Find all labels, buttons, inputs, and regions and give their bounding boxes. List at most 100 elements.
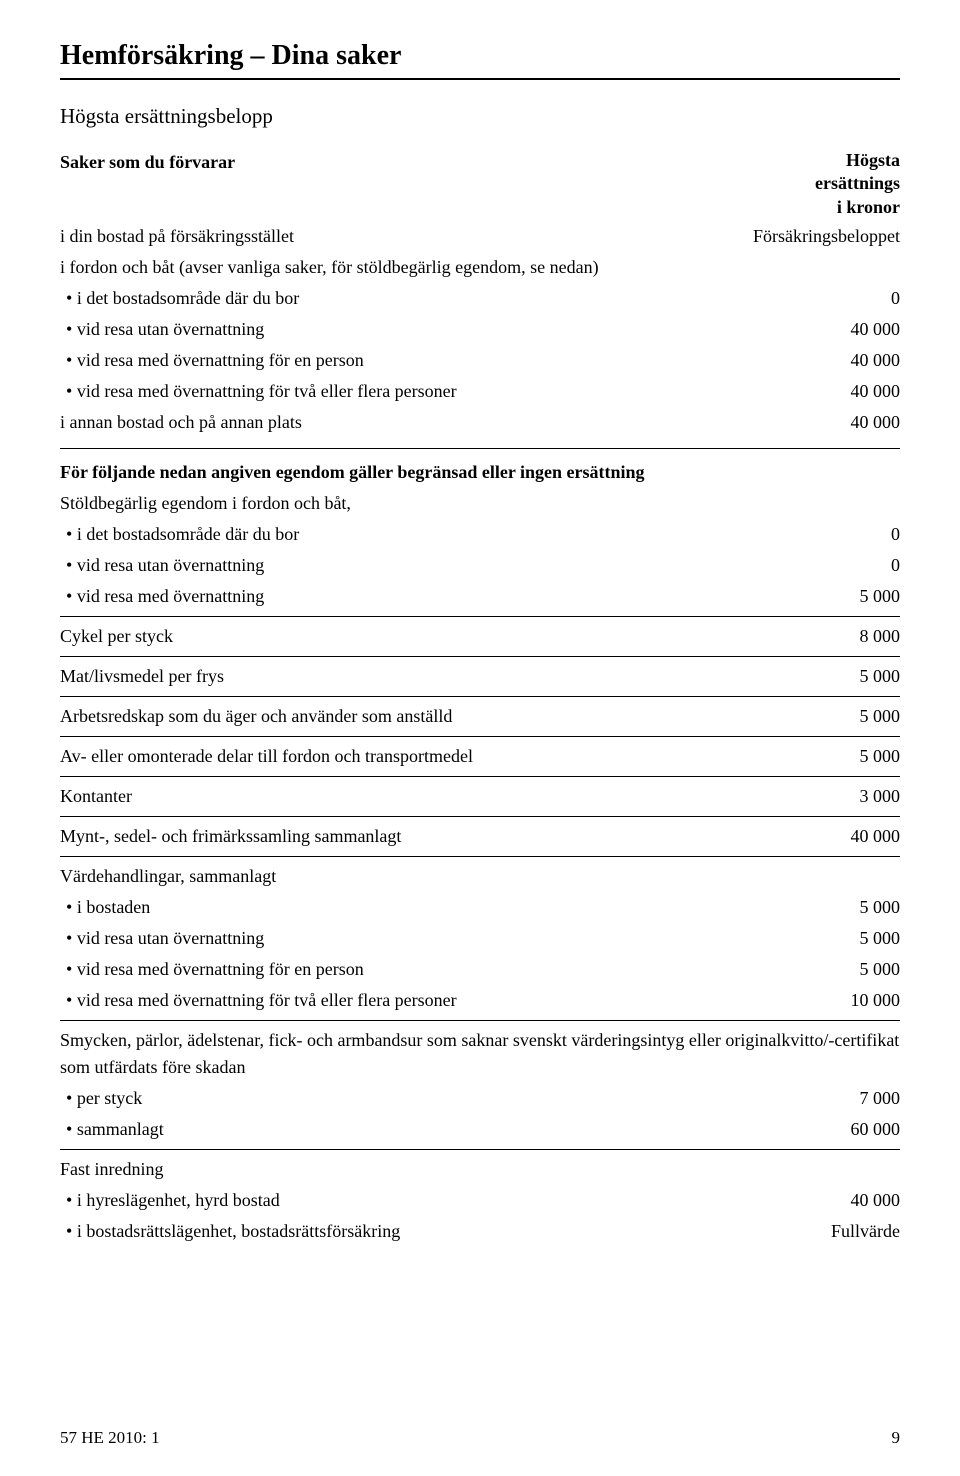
table-row: i det bostadsområde där du bor 0 (60, 283, 900, 314)
table-row: sammanlagt 60 000 (60, 1114, 900, 1145)
table-row: Stöldbegärlig egendom i fordon och båt, (60, 488, 900, 519)
row-value: 0 (871, 552, 900, 579)
table-row: Cykel per styck 8 000 (60, 621, 900, 652)
row-value: 0 (871, 285, 900, 312)
row-label: Arbetsredskap som du äger och använder s… (60, 703, 840, 730)
table-row: vid resa med övernattning för en person … (60, 345, 900, 376)
table-row: i din bostad på försäkringsstället Försä… (60, 221, 900, 252)
table-row: i hyreslägenhet, hyrd bostad 40 000 (60, 1185, 900, 1216)
row-value: 40 000 (831, 347, 901, 374)
row-value: 10 000 (831, 987, 901, 1014)
row-label: i hyreslägenhet, hyrd bostad (60, 1187, 831, 1214)
table-row: vid resa utan övernattning 40 000 (60, 314, 900, 345)
divider (60, 696, 900, 697)
row-value: 7 000 (840, 1085, 901, 1112)
col-header-left: Saker som du förvarar (60, 149, 815, 176)
row-value: 5 000 (840, 743, 901, 770)
row-value: 40 000 (831, 1187, 901, 1214)
row-label: Av- eller omonterade delar till fordon o… (60, 743, 840, 770)
table-row: vid resa utan övernattning 5 000 (60, 923, 900, 954)
row-value: 3 000 (840, 783, 901, 810)
divider (60, 776, 900, 777)
row-label: Fast inredning (60, 1156, 900, 1183)
col-header-right-3: i kronor (815, 196, 900, 219)
col-header-right-1: Högsta (815, 149, 900, 172)
table-row: i det bostadsområde där du bor 0 (60, 519, 900, 550)
divider (60, 856, 900, 857)
row-label: vid resa utan övernattning (60, 925, 840, 952)
row-value: 8 000 (840, 623, 901, 650)
table-row: i fordon och båt (avser vanliga saker, f… (60, 252, 900, 283)
page-footer: 57 HE 2010: 1 9 (60, 1428, 900, 1448)
row-label: Mynt-, sedel- och frimärkssamling samman… (60, 823, 831, 850)
row-label: vid resa med övernattning för två eller … (60, 987, 831, 1014)
row-label: sammanlagt (60, 1116, 831, 1143)
table-row: vid resa med övernattning för en person … (60, 954, 900, 985)
divider (60, 656, 900, 657)
column-header-row: Saker som du förvarar Högsta ersättnings… (60, 147, 900, 221)
table-row: Mynt-, sedel- och frimärkssamling samman… (60, 821, 900, 852)
page-subtitle: Högsta ersättningsbelopp (60, 104, 900, 129)
row-label: i bostadsrättslägenhet, bostadsrättsförs… (60, 1218, 811, 1245)
col-header-right: Högsta ersättnings i kronor (815, 149, 900, 219)
table-row: Mat/livsmedel per frys 5 000 (60, 661, 900, 692)
row-value: 5 000 (840, 925, 901, 952)
row-label: Smycken, pärlor, ädelstenar, fick- och a… (60, 1027, 900, 1081)
row-value: 5 000 (840, 703, 901, 730)
section-heading-row: För följande nedan angiven egendom gälle… (60, 457, 900, 488)
table-row: Arbetsredskap som du äger och använder s… (60, 701, 900, 732)
row-label: Värdehandlingar, sammanlagt (60, 863, 900, 890)
table-row: vid resa utan övernattning 0 (60, 550, 900, 581)
row-label: vid resa utan övernattning (60, 316, 831, 343)
table-row: Av- eller omonterade delar till fordon o… (60, 741, 900, 772)
row-label: i det bostadsområde där du bor (60, 521, 871, 548)
col-header-right-2: ersättnings (815, 172, 900, 195)
row-label: i fordon och båt (avser vanliga saker, f… (60, 254, 880, 281)
table-row: Smycken, pärlor, ädelstenar, fick- och a… (60, 1025, 900, 1083)
table-row: Värdehandlingar, sammanlagt (60, 861, 900, 892)
section-heading: För följande nedan angiven egendom gälle… (60, 459, 900, 486)
row-value: 60 000 (831, 1116, 901, 1143)
table-row: per styck 7 000 (60, 1083, 900, 1114)
table-row: Kontanter 3 000 (60, 781, 900, 812)
row-value: 5 000 (840, 894, 901, 921)
table-row: i bostaden 5 000 (60, 892, 900, 923)
divider (60, 616, 900, 617)
row-label: i annan bostad och på annan plats (60, 409, 831, 436)
row-value: 5 000 (840, 583, 901, 610)
footer-right: 9 (892, 1428, 901, 1448)
row-value: 40 000 (831, 823, 901, 850)
row-label: Cykel per styck (60, 623, 840, 650)
divider (60, 816, 900, 817)
row-label: vid resa med övernattning för en person (60, 347, 831, 374)
row-value: 5 000 (840, 956, 901, 983)
row-value: 5 000 (840, 663, 901, 690)
page-title: Hemförsäkring – Dina saker (60, 40, 900, 80)
row-label: vid resa med övernattning för två eller … (60, 378, 831, 405)
row-label: per styck (60, 1085, 840, 1112)
row-label: Kontanter (60, 783, 840, 810)
divider (60, 736, 900, 737)
row-label: Stöldbegärlig egendom i fordon och båt, (60, 490, 900, 517)
divider (60, 1149, 900, 1150)
row-label: i det bostadsområde där du bor (60, 285, 871, 312)
row-label: vid resa med övernattning för en person (60, 956, 840, 983)
table-row: Fast inredning (60, 1154, 900, 1185)
table-row: i bostadsrättslägenhet, bostadsrättsförs… (60, 1216, 900, 1247)
row-label: vid resa med övernattning (60, 583, 840, 610)
divider (60, 1020, 900, 1021)
table-row: vid resa med övernattning för två eller … (60, 376, 900, 407)
table-row: vid resa med övernattning 5 000 (60, 581, 900, 612)
row-value: Fullvärde (811, 1218, 900, 1245)
row-value: 40 000 (831, 316, 901, 343)
row-value: 40 000 (831, 409, 901, 436)
row-label: Mat/livsmedel per frys (60, 663, 840, 690)
row-value: Försäkringsbeloppet (733, 223, 900, 250)
row-label: i bostaden (60, 894, 840, 921)
row-label: vid resa utan övernattning (60, 552, 871, 579)
divider (60, 448, 900, 449)
row-value: 40 000 (831, 378, 901, 405)
row-value: 0 (871, 521, 900, 548)
footer-left: 57 HE 2010: 1 (60, 1428, 160, 1448)
row-label: i din bostad på försäkringsstället (60, 223, 733, 250)
